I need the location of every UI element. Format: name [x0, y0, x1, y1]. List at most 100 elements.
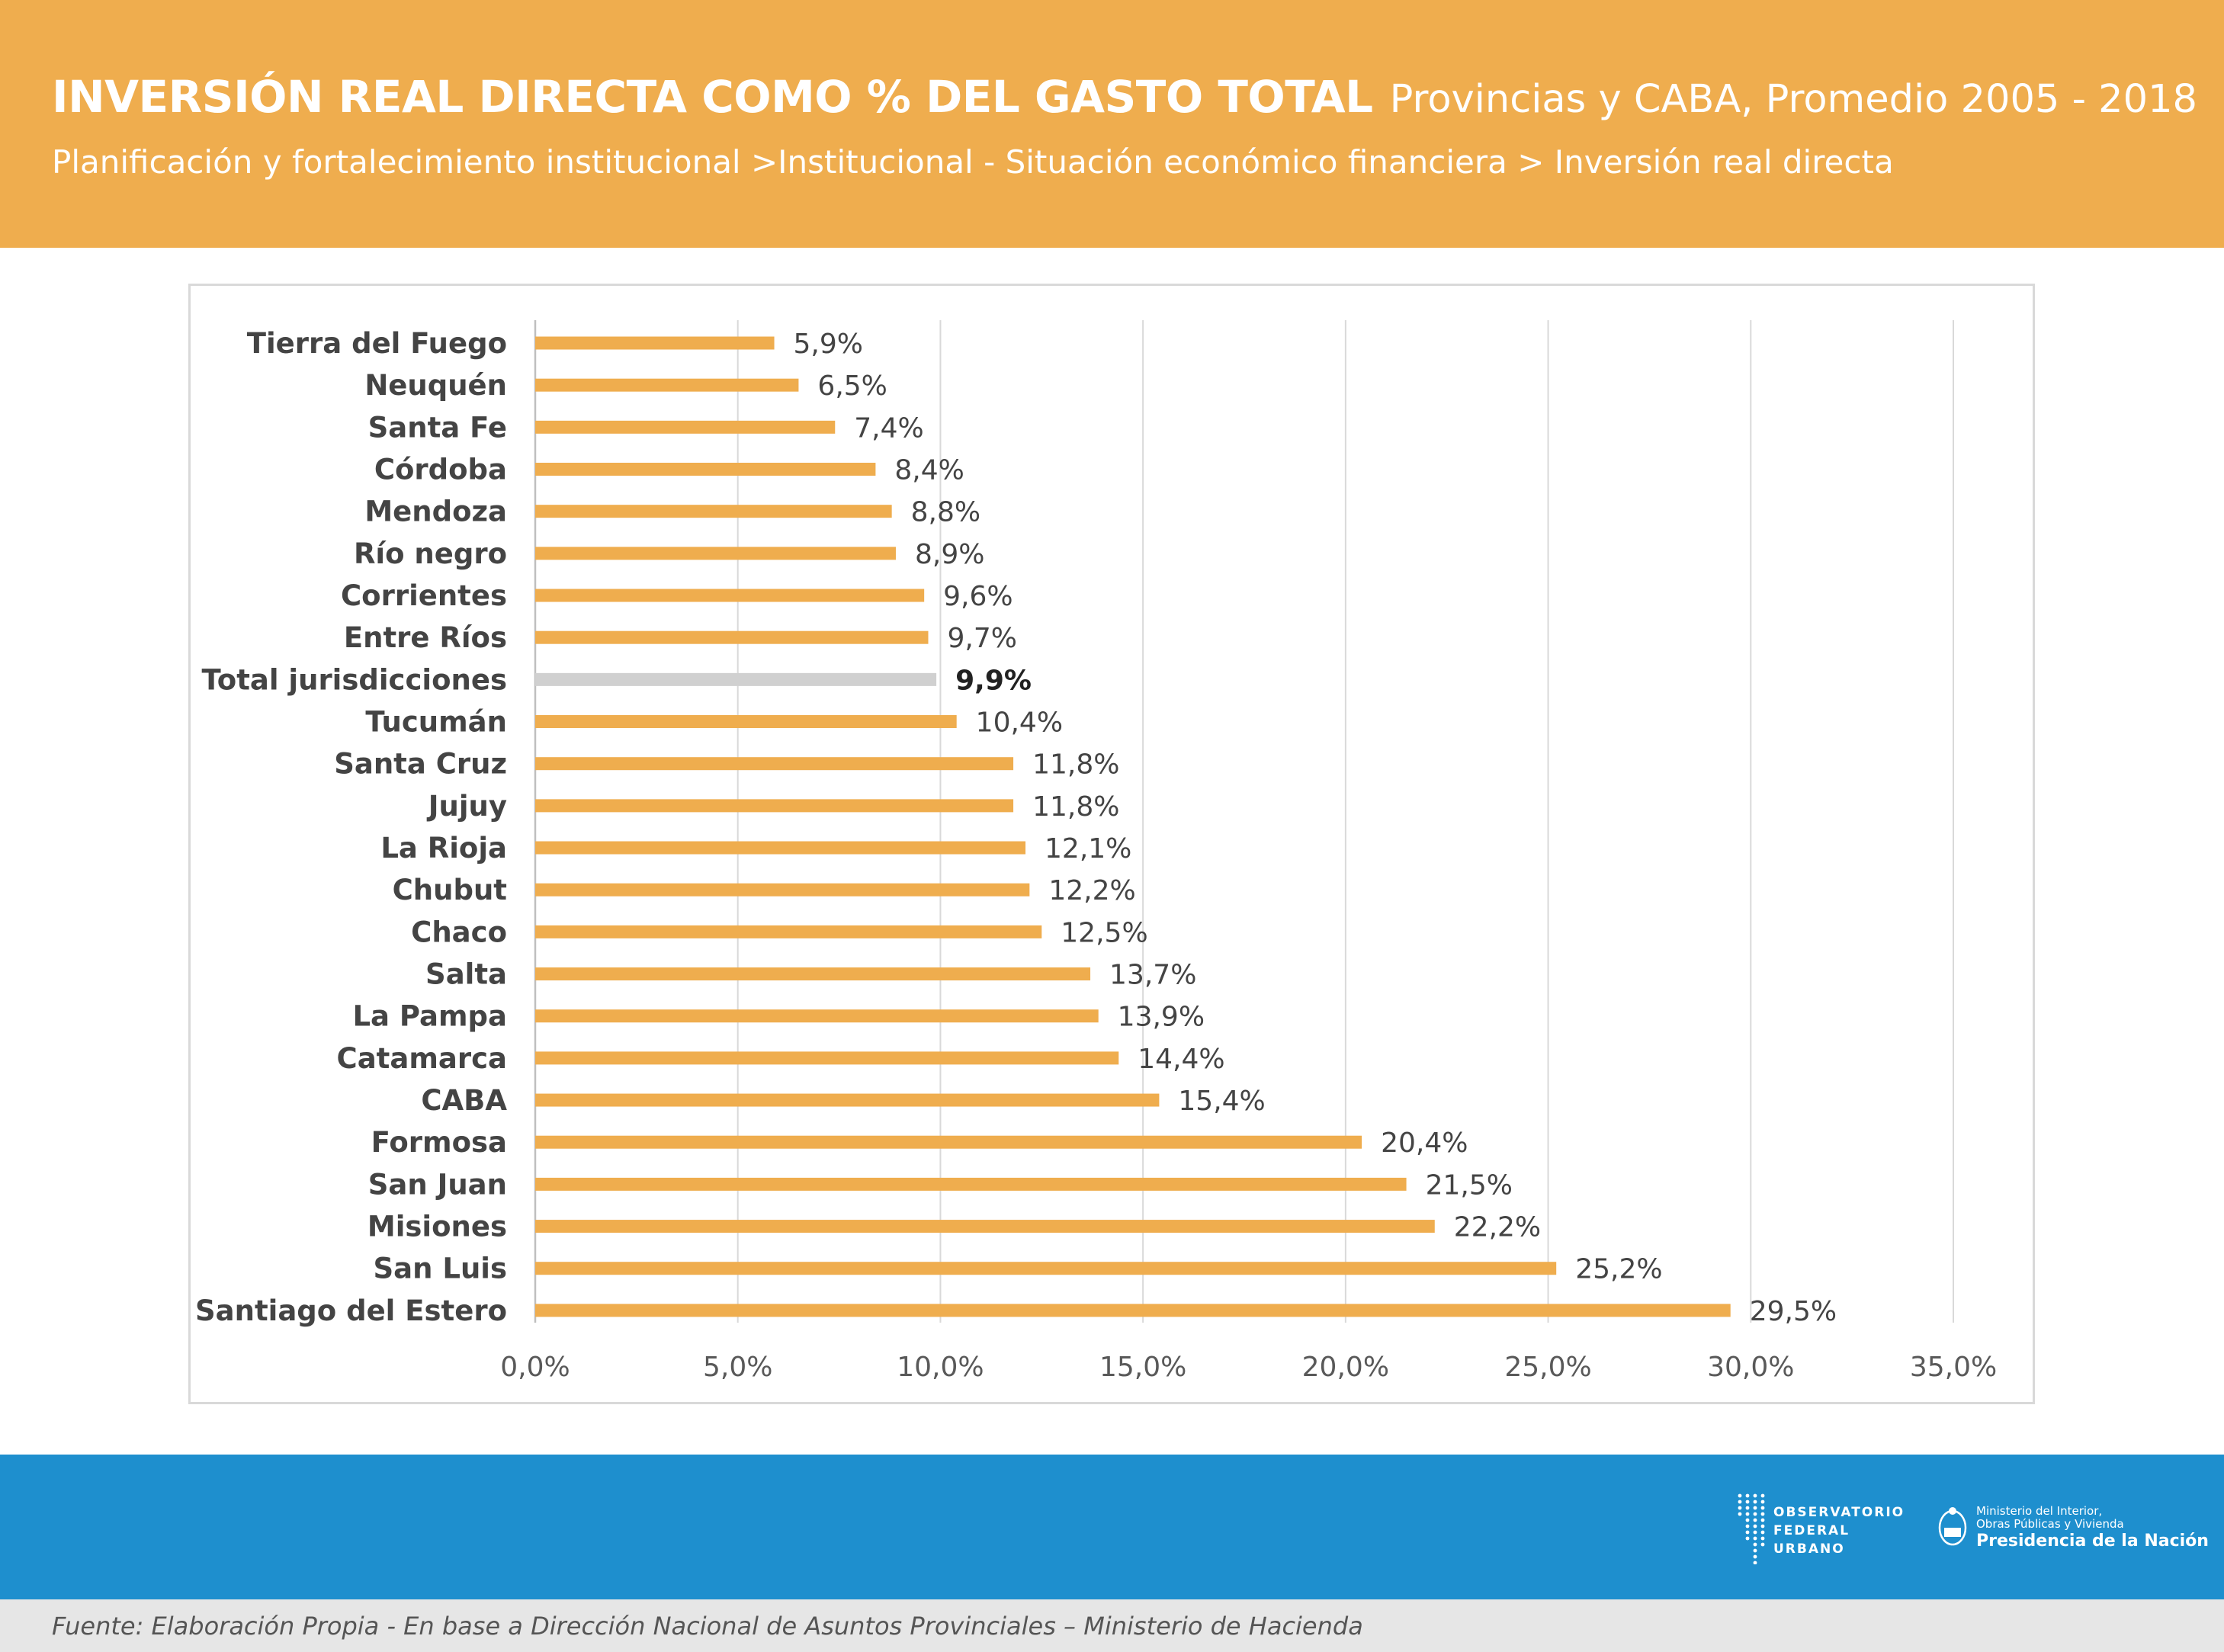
observatorio-dots-icon: [1738, 1493, 1765, 1564]
logo-dot: [1760, 1518, 1765, 1522]
value-label: 8,4%: [894, 455, 964, 486]
ofu-line-3: URBANO: [1773, 1541, 1845, 1557]
logo-dot: [1738, 1506, 1742, 1510]
category-label: La Rioja: [380, 832, 507, 864]
value-label: 22,2%: [1454, 1212, 1541, 1243]
bar-chart: 0,0% 5,0% 10,0% 15,0% 20,0% 25,0% 30,0% 35,0% Ti…: [195, 320, 1997, 1383]
category-label: Catamarca: [337, 1042, 507, 1075]
title-sub: Provincias y CABA, Promedio 2005 - 2018: [1389, 77, 2197, 122]
category-label: Total jurisdicciones: [201, 663, 507, 696]
bar: [535, 1093, 1160, 1107]
bar: [535, 505, 892, 518]
value-label: 11,8%: [1032, 749, 1119, 781]
bar: [535, 1220, 1435, 1233]
value-label: 13,9%: [1118, 1002, 1205, 1033]
value-label: 12,2%: [1048, 875, 1135, 906]
logo-dot: [1760, 1542, 1765, 1547]
value-label: 29,5%: [1750, 1296, 1837, 1327]
x-tick-label: 10,0%: [897, 1352, 984, 1383]
bar: [535, 378, 799, 392]
logo-dot: [1753, 1506, 1757, 1510]
logo-dot: [1745, 1518, 1750, 1522]
logo-dot: [1738, 1493, 1742, 1498]
logo-dot: [1745, 1512, 1750, 1516]
x-tick-label: 25,0%: [1504, 1352, 1591, 1383]
value-label: 25,2%: [1575, 1254, 1662, 1285]
logo-dot: [1745, 1530, 1750, 1535]
logo-dot: [1760, 1512, 1765, 1516]
ofu-line-1: OBSERVATORIO: [1773, 1505, 1905, 1520]
x-tick-label: 30,0%: [1707, 1352, 1794, 1383]
value-label: 20,4%: [1381, 1128, 1468, 1159]
national-seal-icon: [1938, 1507, 1967, 1546]
category-label: Santiago del Estero: [195, 1294, 507, 1327]
x-tick-label: 0,0%: [500, 1352, 570, 1383]
ministry-text: Ministerio del Interior, Obras Públicas …: [1976, 1504, 2209, 1551]
logo-dot: [1745, 1524, 1750, 1529]
value-label: 13,7%: [1109, 960, 1196, 991]
bar: [535, 967, 1091, 981]
bar: [535, 1135, 1362, 1149]
bar: [535, 1009, 1099, 1023]
bar: [535, 799, 1014, 813]
category-label: Santa Cruz: [334, 748, 507, 781]
logo-dot: [1753, 1518, 1757, 1522]
ministry-line-3: Presidencia de la Nación: [1976, 1531, 2209, 1551]
logo-dot: [1745, 1536, 1750, 1541]
category-label: Tierra del Fuego: [247, 327, 507, 360]
category-label: Córdoba: [374, 454, 507, 486]
ministry-line-1: Ministerio del Interior,: [1976, 1504, 2103, 1518]
logo-dot: [1753, 1524, 1757, 1529]
logo-dot: [1753, 1542, 1757, 1547]
value-label: 8,8%: [911, 497, 980, 528]
logo-dot: [1753, 1548, 1757, 1553]
value-label: 11,8%: [1032, 791, 1119, 823]
value-label: 5,9%: [794, 329, 863, 360]
bar: [535, 715, 957, 729]
value-label: 12,1%: [1045, 833, 1131, 864]
observatorio-logo: OBSERVATORIO FEDERAL URBANO: [1735, 1488, 1903, 1564]
category-label: Río negro: [354, 537, 507, 570]
category-label: Formosa: [371, 1126, 507, 1159]
x-tick-label: 20,0%: [1302, 1352, 1389, 1383]
logo-dot: [1753, 1554, 1757, 1559]
logo-dot: [1745, 1493, 1750, 1498]
logo-dot: [1745, 1500, 1750, 1504]
source-note: Fuente: Elaboración Propia - En base a D…: [52, 1612, 1363, 1641]
category-label: Corrientes: [341, 579, 507, 612]
logo-dot: [1753, 1530, 1757, 1535]
logo-dot: [1753, 1561, 1757, 1564]
bar: [535, 883, 1030, 897]
bar: [535, 547, 896, 560]
value-label: 7,4%: [854, 412, 923, 444]
bar: [535, 1262, 1557, 1275]
logo-dot: [1738, 1512, 1742, 1516]
breadcrumb-subtitle: Planificación y fortalecimiento instituc…: [52, 143, 1894, 181]
source-band: Fuente: Elaboración Propia - En base a D…: [0, 1599, 2224, 1652]
category-label: Jujuy: [426, 790, 507, 823]
logo-dot: [1760, 1506, 1765, 1510]
bar: [535, 925, 1042, 938]
category-label: Neuquén: [364, 369, 507, 402]
chart-frame: 0,0% 5,0% 10,0% 15,0% 20,0% 25,0% 30,0% 35,0% Ti…: [188, 284, 2035, 1404]
category-label: Salta: [425, 958, 507, 991]
value-label: 6,5%: [817, 370, 887, 402]
value-label: 9,9%: [955, 665, 1032, 696]
bar: [535, 336, 775, 350]
category-label: Mendoza: [364, 496, 507, 528]
logo-dot: [1760, 1493, 1765, 1498]
value-label: 8,9%: [915, 539, 984, 570]
logo-dot: [1753, 1493, 1757, 1498]
category-label: La Pampa: [352, 1000, 507, 1033]
logo-dot: [1760, 1500, 1765, 1504]
category-label: Tucumán: [365, 706, 507, 739]
category-label: Chubut: [393, 874, 507, 906]
bar: [535, 672, 937, 686]
ofu-line-2: FEDERAL: [1773, 1523, 1850, 1538]
x-tick-label: 15,0%: [1099, 1352, 1186, 1383]
observatorio-text: OBSERVATORIO FEDERAL URBANO: [1773, 1503, 1905, 1558]
logo-dot: [1753, 1500, 1757, 1504]
category-label: Misiones: [367, 1211, 507, 1243]
ministry-logo: Ministerio del Interior, Obras Públicas …: [1937, 1502, 2209, 1555]
bar: [535, 630, 929, 644]
